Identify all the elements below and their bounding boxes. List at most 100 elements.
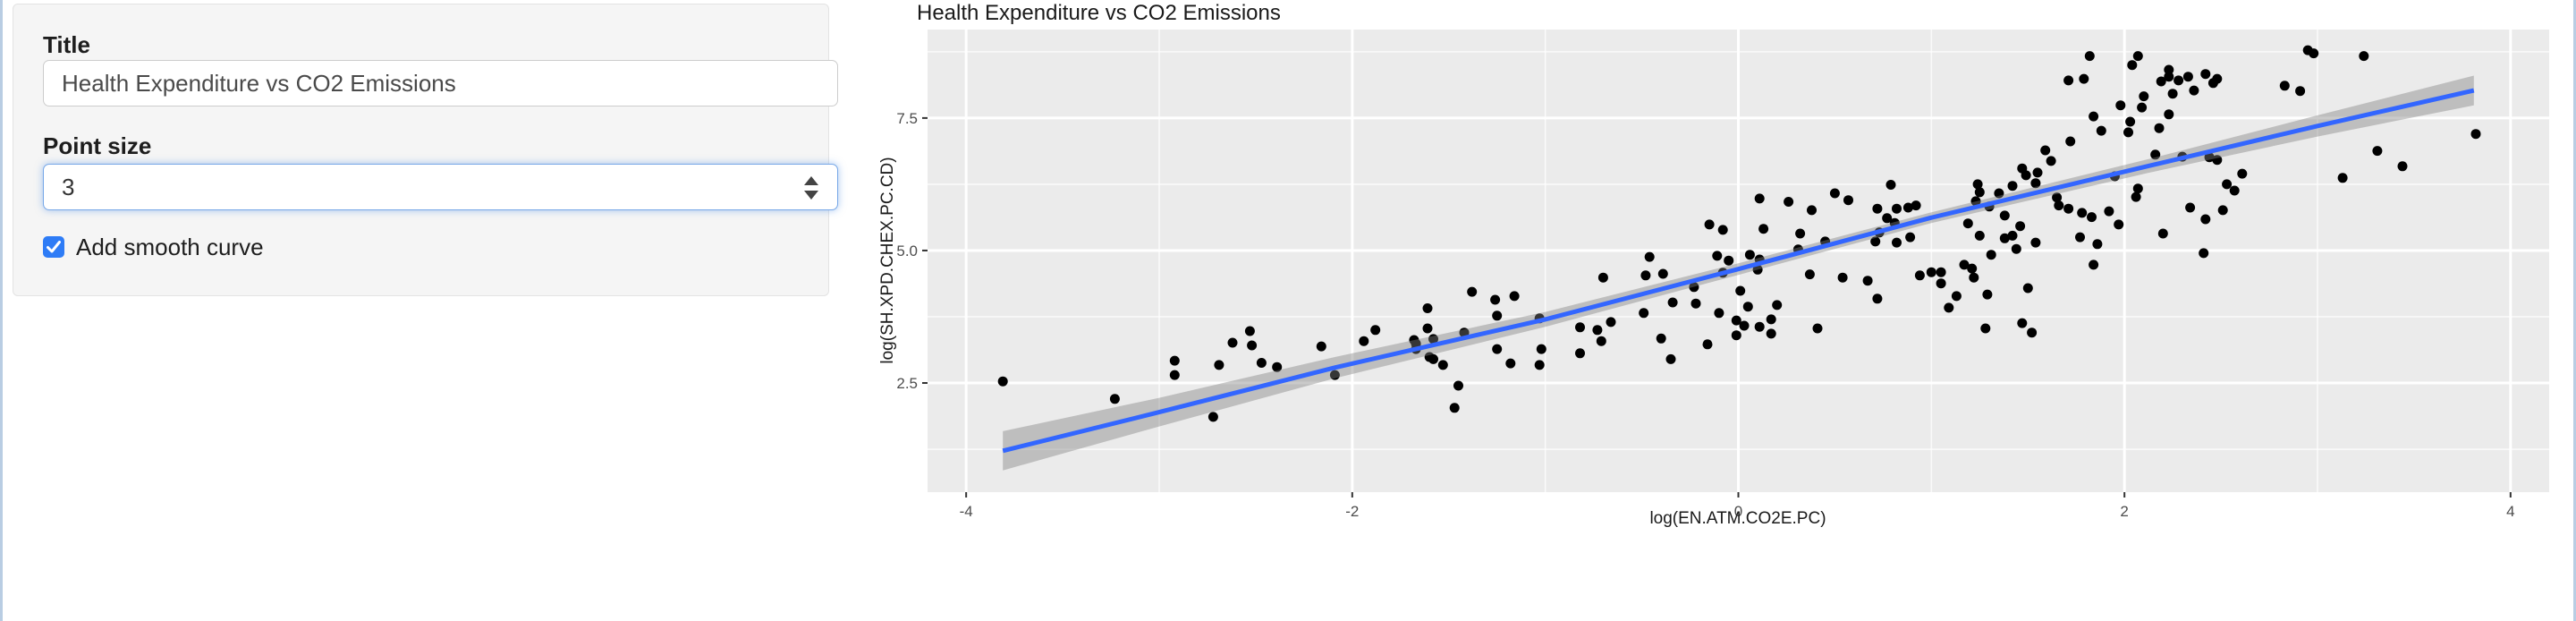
data-point xyxy=(1712,251,1723,261)
data-point xyxy=(2359,51,2369,62)
data-point xyxy=(1980,323,1991,334)
data-point xyxy=(2052,192,2063,203)
data-point xyxy=(2189,85,2199,96)
data-point xyxy=(1872,203,1883,214)
title-label: Title xyxy=(43,31,90,58)
data-point xyxy=(1766,328,1776,339)
smooth-curve-checkbox-row: Add smooth curve xyxy=(43,233,264,260)
stepper-up-icon[interactable] xyxy=(804,176,818,185)
title-input[interactable] xyxy=(43,60,838,106)
data-point xyxy=(2007,181,2018,191)
data-point xyxy=(1974,187,1985,198)
smooth-curve-checkbox[interactable] xyxy=(43,236,64,258)
data-point xyxy=(1490,294,1501,305)
data-point xyxy=(1656,333,1666,344)
data-point xyxy=(1359,336,1369,346)
data-point xyxy=(2212,155,2223,166)
data-point xyxy=(2279,81,2290,91)
data-point xyxy=(1837,272,1848,283)
data-point xyxy=(1704,219,1715,230)
data-point xyxy=(1329,370,1340,380)
data-point xyxy=(1592,325,1603,336)
data-point xyxy=(1575,348,1585,359)
data-point xyxy=(1752,264,1763,275)
stepper-down-icon[interactable] xyxy=(804,191,818,200)
data-point xyxy=(2046,156,2056,166)
y-axis-title: log(SH.XPD.CHEX.PC.CD) xyxy=(878,157,897,363)
data-point xyxy=(1807,205,1817,216)
data-point xyxy=(1247,340,1258,351)
data-point xyxy=(1936,278,1946,289)
data-point xyxy=(997,376,1008,387)
data-point xyxy=(1812,323,1823,334)
data-point xyxy=(1999,233,2010,243)
data-point xyxy=(1758,224,1769,234)
data-point xyxy=(1944,302,1954,313)
data-point xyxy=(1724,255,1734,266)
data-point xyxy=(2017,318,2028,328)
data-point xyxy=(2212,73,2223,84)
data-point xyxy=(2185,202,2196,213)
data-point xyxy=(1972,179,1983,190)
data-point xyxy=(1244,326,1255,336)
data-point xyxy=(1999,210,2010,221)
data-point xyxy=(2021,170,2031,181)
data-point xyxy=(1459,328,1470,338)
data-point xyxy=(1509,291,1520,302)
data-point xyxy=(1492,344,1503,354)
data-point xyxy=(2157,228,2168,239)
data-point xyxy=(1689,282,1699,293)
data-point xyxy=(2123,127,2133,138)
point-size-input[interactable] xyxy=(43,164,838,210)
data-point xyxy=(2132,183,2143,194)
x-tick-label: -4 xyxy=(960,503,973,520)
data-point xyxy=(2089,259,2099,270)
data-point xyxy=(2077,208,2088,218)
point-size-stepper[interactable] xyxy=(801,176,822,200)
smooth-line xyxy=(1002,88,2475,454)
data-point xyxy=(2470,129,2481,140)
data-point xyxy=(1911,200,1921,211)
data-point xyxy=(2204,152,2215,163)
data-point xyxy=(1772,300,1783,310)
checkmark-icon xyxy=(47,241,61,253)
data-point xyxy=(2139,91,2149,102)
data-point xyxy=(1422,303,1433,313)
data-point xyxy=(1843,195,1853,206)
data-point xyxy=(1735,285,1746,296)
x-tick-label: 4 xyxy=(2506,503,2514,520)
point-size-label: Point size xyxy=(43,132,152,159)
data-point xyxy=(1437,360,1448,370)
data-point xyxy=(1744,250,1755,260)
data-point xyxy=(1754,321,1765,332)
data-point xyxy=(2011,243,2021,254)
data-point xyxy=(2063,203,2074,214)
data-point xyxy=(1536,344,1546,354)
data-point xyxy=(2217,205,2228,216)
data-point xyxy=(2132,51,2143,62)
data-point xyxy=(2040,145,2051,156)
data-point xyxy=(1370,325,1381,336)
data-point xyxy=(2054,200,2064,211)
data-point xyxy=(1690,298,1701,309)
data-point xyxy=(1804,269,1815,280)
data-point xyxy=(1227,337,1238,348)
data-point xyxy=(2182,72,2193,82)
data-point xyxy=(1505,358,1516,369)
data-point xyxy=(1597,272,1608,283)
data-point xyxy=(2174,75,2184,86)
data-point xyxy=(2156,76,2166,87)
data-point xyxy=(2154,123,2165,133)
data-point xyxy=(1731,330,1741,341)
data-point xyxy=(1754,193,1765,204)
data-point xyxy=(2150,149,2161,160)
data-point xyxy=(1453,380,1463,391)
data-point xyxy=(2030,178,2041,189)
data-point xyxy=(1208,412,1218,422)
data-point xyxy=(1428,353,1438,364)
smooth-curve-checkbox-label: Add smooth curve xyxy=(76,233,264,260)
data-point xyxy=(1994,188,2004,199)
data-point xyxy=(1742,302,1753,312)
data-point xyxy=(1959,259,1970,270)
